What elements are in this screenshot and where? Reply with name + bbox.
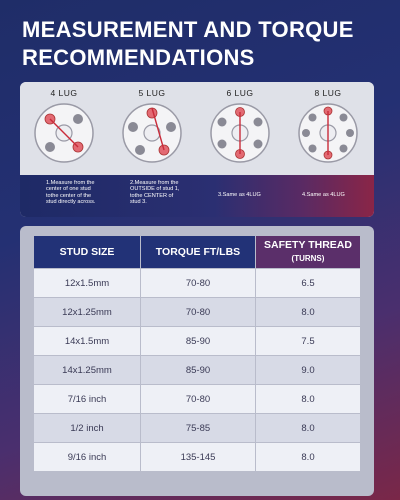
lug-6: 6 LUG bbox=[196, 82, 284, 165]
table-row: 9/16 inch 135-145 8.0 bbox=[34, 443, 360, 471]
lug-name: 6 LUG bbox=[226, 88, 254, 98]
stud-size-cell: 14x1.5mm bbox=[34, 327, 140, 355]
stud-size-cell: 12x1.25mm bbox=[34, 298, 140, 326]
torque-cell: 85-90 bbox=[141, 356, 255, 384]
lug-name: 4 LUG bbox=[50, 88, 78, 98]
table-row: 12x1.5mm 70-80 6.5 bbox=[34, 269, 360, 297]
stud-size-cell: 1/2 inch bbox=[34, 414, 140, 442]
torque-cell: 70-80 bbox=[141, 269, 255, 297]
stud-size-cell: 14x1.25mm bbox=[34, 356, 140, 384]
lug-5: 5 LUG bbox=[108, 82, 196, 165]
torque-cell: 75-85 bbox=[141, 414, 255, 442]
step-3-text: 3.Same as 4LUG bbox=[218, 192, 261, 198]
lug-4: 4 LUG bbox=[20, 82, 108, 165]
turns-cell: 9.0 bbox=[256, 356, 360, 384]
lug-8: 8 LUG bbox=[284, 82, 372, 165]
turns-cell: 6.5 bbox=[256, 269, 360, 297]
turns-cell: 8.0 bbox=[256, 385, 360, 413]
wheel-8-lug-icon bbox=[298, 103, 358, 163]
turns-cell: 7.5 bbox=[256, 327, 360, 355]
table-row: 7/16 inch 70-80 8.0 bbox=[34, 385, 360, 413]
wheel-6-lug-icon bbox=[210, 103, 270, 163]
torque-cell: 70-80 bbox=[141, 385, 255, 413]
torque-table: STUD SIZE TORQUE FT/LBS SAFETY THREAD (T… bbox=[20, 226, 374, 496]
stud-size-cell: 12x1.5mm bbox=[34, 269, 140, 297]
header-stud-size: STUD SIZE bbox=[34, 236, 140, 268]
lug-name: 5 LUG bbox=[138, 88, 166, 98]
table-row: 14x1.25mm 85-90 9.0 bbox=[34, 356, 360, 384]
table-row: 1/2 inch 75-85 8.0 bbox=[34, 414, 360, 442]
lug-name: 8 LUG bbox=[314, 88, 342, 98]
lug-diagram-panel: 4 LUG 5 LUG bbox=[20, 82, 374, 217]
turns-cell: 8.0 bbox=[256, 414, 360, 442]
step-4-text: 4.Same as 4LUG bbox=[302, 192, 345, 198]
header-safety-thread: SAFETY THREAD (TURNS) bbox=[256, 236, 360, 268]
stud-size-cell: 9/16 inch bbox=[34, 443, 140, 471]
header-torque: TORQUE FT/LBS bbox=[141, 236, 255, 268]
torque-cell: 70-80 bbox=[141, 298, 255, 326]
wheel-5-lug-icon bbox=[122, 103, 182, 163]
title-line-2: RECOMMENDATIONS bbox=[22, 45, 255, 70]
step-1-text: 1.Measure from the center of one stud to… bbox=[46, 180, 96, 206]
table-header: STUD SIZE TORQUE FT/LBS SAFETY THREAD (T… bbox=[34, 236, 360, 268]
stud-size-cell: 7/16 inch bbox=[34, 385, 140, 413]
table-row: 12x1.25mm 70-80 8.0 bbox=[34, 298, 360, 326]
torque-cell: 85-90 bbox=[141, 327, 255, 355]
turns-cell: 8.0 bbox=[256, 298, 360, 326]
turns-cell: 8.0 bbox=[256, 443, 360, 471]
torque-cell: 135-145 bbox=[141, 443, 255, 471]
title-line-1: MEASUREMENT AND TORQUE bbox=[22, 17, 354, 42]
page-title: MEASUREMENT AND TORQUE RECOMMENDATIONS bbox=[22, 16, 382, 72]
step-2-text: 2.Measure from the OUTSIDE of stud 1, to… bbox=[130, 180, 180, 206]
wheel-4-lug-icon bbox=[34, 103, 94, 163]
table-row: 14x1.5mm 85-90 7.5 bbox=[34, 327, 360, 355]
